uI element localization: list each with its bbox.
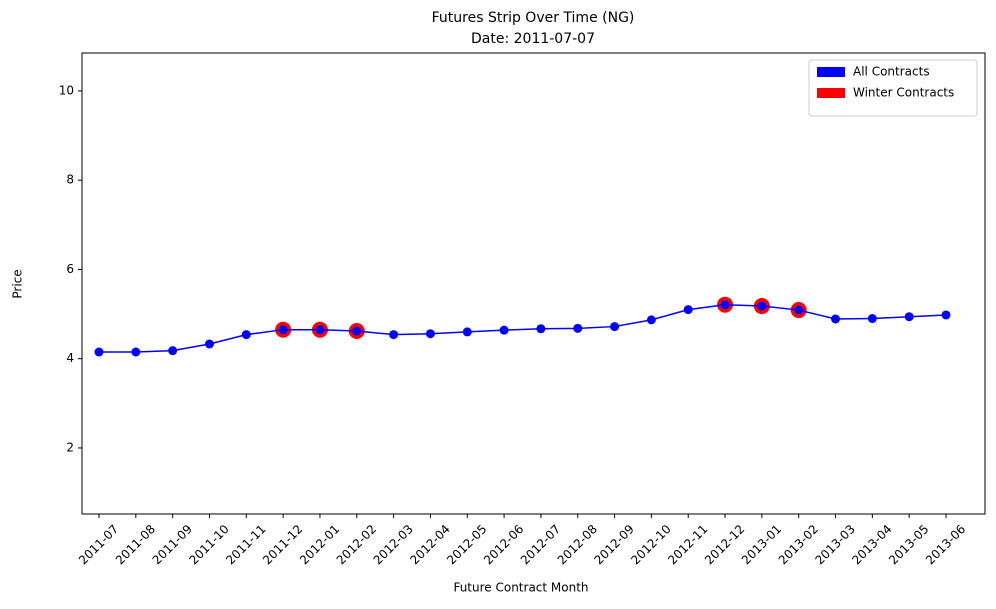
data-point bbox=[131, 347, 141, 357]
y-tick-label: 8 bbox=[66, 173, 74, 187]
x-tick-label: 2013-06 bbox=[923, 522, 968, 567]
data-point bbox=[204, 339, 214, 349]
data-point bbox=[831, 314, 841, 324]
data-point bbox=[757, 301, 767, 311]
data-point bbox=[389, 330, 399, 340]
data-point bbox=[352, 326, 362, 336]
y-axis-label: Price bbox=[11, 269, 25, 298]
data-point bbox=[683, 305, 693, 315]
data-point bbox=[168, 346, 178, 356]
data-point bbox=[425, 329, 435, 339]
data-point bbox=[904, 312, 914, 322]
y-tick-label: 4 bbox=[66, 351, 74, 365]
chart-title: Futures Strip Over Time (NG) bbox=[432, 10, 635, 26]
data-point bbox=[315, 325, 325, 335]
chart-subtitle: Date: 2011-07-07 bbox=[471, 31, 595, 47]
legend-label: Winter Contracts bbox=[853, 86, 954, 100]
legend-box bbox=[808, 59, 978, 117]
data-point bbox=[794, 305, 804, 315]
legend-label: All Contracts bbox=[853, 65, 930, 79]
series-line bbox=[99, 303, 947, 353]
data-point bbox=[94, 347, 104, 357]
x-axis-label: Future Contract Month bbox=[453, 581, 588, 595]
y-tick-label: 2 bbox=[66, 440, 74, 454]
data-point bbox=[536, 324, 546, 334]
data-point bbox=[610, 322, 620, 332]
data-point bbox=[720, 300, 730, 310]
data-point bbox=[573, 323, 583, 333]
data-point bbox=[462, 327, 472, 337]
y-tick-label: 6 bbox=[66, 262, 74, 276]
plot-frame bbox=[81, 52, 986, 515]
data-point bbox=[241, 330, 251, 340]
legend-swatch bbox=[817, 67, 845, 77]
y-tick-label: 10 bbox=[59, 83, 74, 97]
data-point bbox=[278, 325, 288, 335]
data-point bbox=[941, 310, 951, 320]
data-point bbox=[646, 315, 656, 325]
legend: All Contracts Winter Contracts bbox=[808, 59, 978, 117]
data-point bbox=[499, 325, 509, 335]
data-point bbox=[867, 314, 877, 324]
legend-swatch bbox=[817, 88, 845, 98]
